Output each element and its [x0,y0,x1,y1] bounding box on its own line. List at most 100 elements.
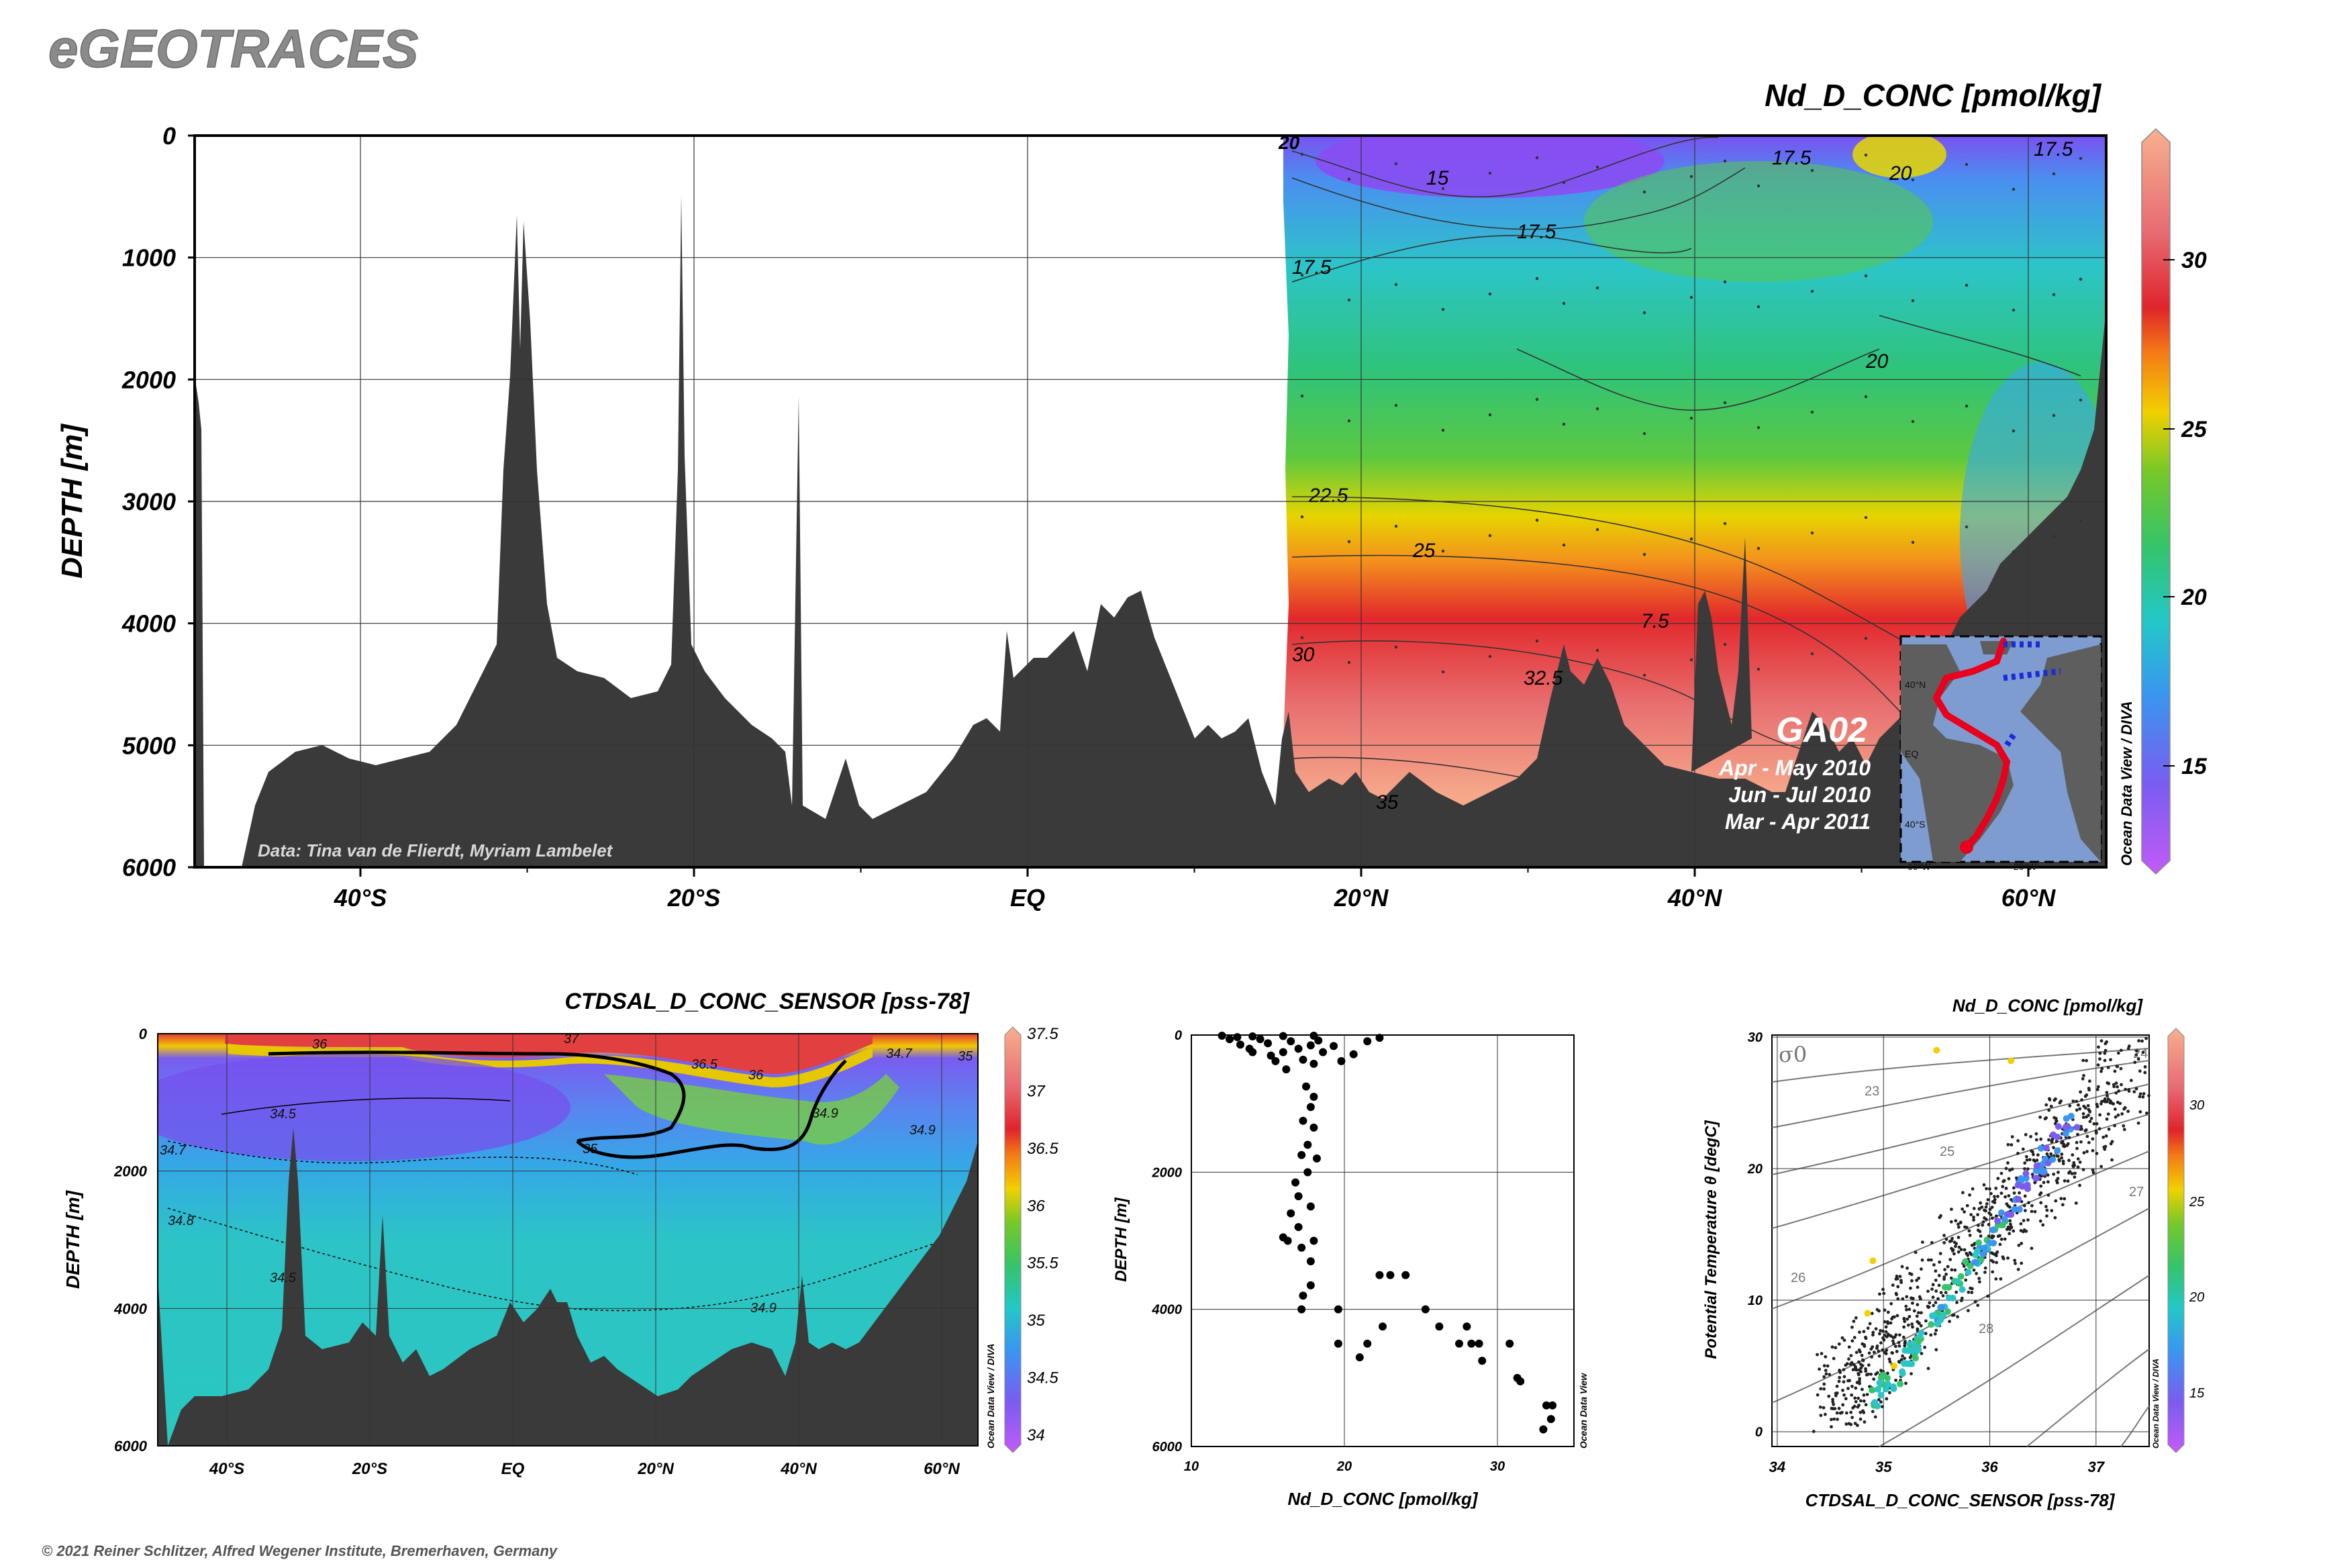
ts-point [1899,1281,1903,1284]
ts-point [1850,1416,1854,1420]
ts-point [2116,1113,2120,1117]
colorbar-label: 15 [2181,754,2208,779]
ts-point [1954,1219,1958,1223]
profile-point [1349,1050,1358,1059]
colorbar-label: 34 [1027,1426,1045,1444]
sample-dot [1723,280,1727,284]
ts-point [1905,1295,1909,1299]
ts-point [2078,1183,2081,1187]
ts-point [2104,1134,2108,1138]
ts-point [2026,1167,2030,1171]
y-tick-label: 3000 [122,488,176,516]
salinity-yticks: 0 2000 4000 6000 [113,1026,148,1455]
ts-point [1902,1325,1906,1329]
ts-point [1941,1294,1945,1297]
profile-point [1297,1150,1306,1159]
profile-point [1505,1339,1514,1348]
ts-point [1888,1360,1892,1364]
sample-dot [2079,277,2083,281]
ts-point [2143,1065,2147,1069]
y-tick-label: 0 [1175,1028,1182,1043]
ts-point [1936,1297,1940,1301]
ts-point [1862,1393,1866,1397]
ts-point [2105,1091,2109,1095]
ts-point [1853,1396,1857,1400]
ts-point [1877,1349,1881,1353]
profile-yticks: 0 2000 4000 6000 [1152,1028,1183,1455]
ts-nd-point [2044,1159,2052,1167]
y-tick-label: 6000 [122,854,176,881]
profile-ylabel: DEPTH [m] [1112,1197,1130,1281]
ts-point [2068,1104,2072,1108]
x-tick-label: 20 [1336,1459,1352,1474]
ts-point [1852,1363,1856,1367]
sample-dot [1562,422,1566,426]
ts-point [1903,1341,1907,1345]
ts-point [1910,1279,1914,1283]
profile-point [1334,1305,1342,1314]
ts-point [1868,1322,1872,1326]
ts-point [2097,1127,2101,1131]
ts-point [1879,1328,1883,1332]
ts-point [1832,1417,1836,1421]
ts-point [2087,1087,2091,1090]
ts-point [1916,1320,1920,1324]
ts-point [1853,1422,1857,1426]
ts-point [1854,1316,1858,1320]
ts-point [2083,1106,2087,1110]
ts-point [1841,1403,1845,1407]
ts-point [2066,1142,2070,1146]
ts-point [1995,1214,1998,1218]
sample-dot [1347,540,1351,544]
ts-point [2103,1144,2108,1148]
ts-point [1834,1393,1838,1398]
contour-label: 37 [564,1032,579,1046]
sample-dot [1723,159,1727,163]
ts-colorbar: 15 20 25 30 [2167,1028,2205,1453]
ts-point [1986,1294,1990,1298]
contour-label: 34.7 [886,1046,913,1061]
profile-point [1309,1032,1318,1040]
ts-point [2048,1097,2051,1101]
cruise-period: Mar - Apr 2011 [1725,810,1871,834]
ts-point [2060,1141,2063,1145]
profile-point [1330,1042,1338,1050]
ts-point [1959,1248,1963,1252]
ts-point [1899,1358,1903,1361]
ts-point [1949,1220,1953,1224]
ts-point [1887,1333,1891,1337]
contour-label: 17.5 [1517,221,1556,243]
sample-dot [1864,395,1868,399]
ts-point [2008,1168,2012,1172]
ts-point [2020,1242,2024,1245]
ts-point [2053,1216,2057,1220]
ts-point [2075,1140,2079,1144]
ts-point [1938,1216,1942,1220]
ts-point [1954,1290,1958,1294]
ts-point [1850,1325,1854,1329]
ts-point [1886,1322,1890,1325]
profile-point [1379,1322,1387,1331]
ts-point [2049,1152,2053,1156]
ts-point [1877,1354,1881,1358]
ts-point [2038,1219,2042,1223]
profile-point [1248,1048,1257,1057]
ts-point [1846,1387,1850,1390]
ts-point [2123,1106,2127,1110]
profile-point [1294,1192,1303,1201]
ts-point [2045,1152,2049,1156]
ts-point [1896,1285,1900,1289]
ts-point [1882,1338,1886,1342]
ts-point [2135,1049,2138,1053]
ts-nd-point [1953,1277,1961,1285]
y-tick-label: 1000 [122,244,176,272]
ts-point [1957,1222,1960,1226]
isopycnal-label: 26 [1791,1271,1805,1285]
y-tick-label: 2000 [113,1163,148,1180]
ts-point [2016,1151,2020,1155]
sample-dot [1535,639,1539,643]
ts-nd-point [2017,1175,2024,1182]
ts-point [1910,1372,1913,1375]
ts-point [2050,1209,2054,1213]
contour-label: 36.5 [691,1057,718,1072]
